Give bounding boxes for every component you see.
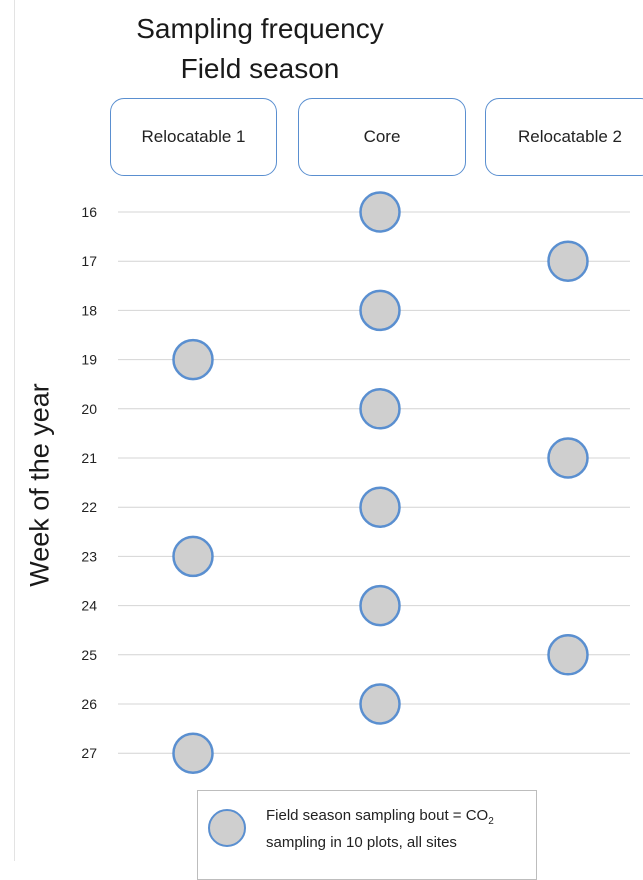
legend-text-part1: Field season sampling bout = CO <box>266 807 489 824</box>
y-tick-label: 22 <box>81 499 97 515</box>
column-header-relocatable-2: Relocatable 2 <box>485 98 643 176</box>
y-tick-label: 16 <box>81 204 97 220</box>
sampling-point-week-19 <box>172 338 214 381</box>
legend: Field season sampling bout = CO2 sampling… <box>197 790 537 880</box>
legend-marker <box>208 809 246 847</box>
sampling-point-week-18 <box>359 289 401 332</box>
sampling-point-week-25 <box>547 634 589 676</box>
sampling-point-week-20 <box>359 388 401 430</box>
sampling-point-week-17 <box>547 240 589 282</box>
y-tick-label: 18 <box>81 302 97 318</box>
y-tick-label: 17 <box>81 253 97 269</box>
column-header-core: Core <box>298 98 466 176</box>
sampling-point-week-26 <box>359 683 401 725</box>
sampling-point-week-27 <box>172 732 214 774</box>
sampling-point-week-21 <box>547 437 589 479</box>
y-tick-label: 24 <box>81 598 97 614</box>
y-axis-label: Week of the year <box>24 383 55 587</box>
legend-text: Field season sampling bout = CO2 sampling… <box>266 805 536 853</box>
left-border-line <box>14 0 15 861</box>
y-tick-label: 25 <box>81 647 97 663</box>
chart-title: Sampling frequency <box>136 13 384 44</box>
column-header-relocatable-1: Relocatable 1 <box>110 98 277 176</box>
sampling-point-week-24 <box>359 584 401 627</box>
y-tick-label: 26 <box>81 696 97 712</box>
sampling-point-week-23 <box>172 535 214 578</box>
y-tick-label: 27 <box>81 745 97 761</box>
sampling-chart: 16 17 18 19 20 21 22 23 24 25 26 27 <box>81 191 630 774</box>
legend-subscript: 2 <box>488 816 494 827</box>
y-tick-label: 21 <box>81 450 97 466</box>
y-tick-label: 20 <box>81 401 97 417</box>
chart-subtitle: Field season <box>180 53 340 84</box>
y-tick-label: 23 <box>81 548 97 564</box>
sampling-point-week-16 <box>359 191 401 233</box>
y-tick-label: 19 <box>81 352 97 368</box>
sampling-point-week-22 <box>359 486 401 528</box>
legend-text-line2: sampling in 10 plots, all sites <box>266 834 457 851</box>
